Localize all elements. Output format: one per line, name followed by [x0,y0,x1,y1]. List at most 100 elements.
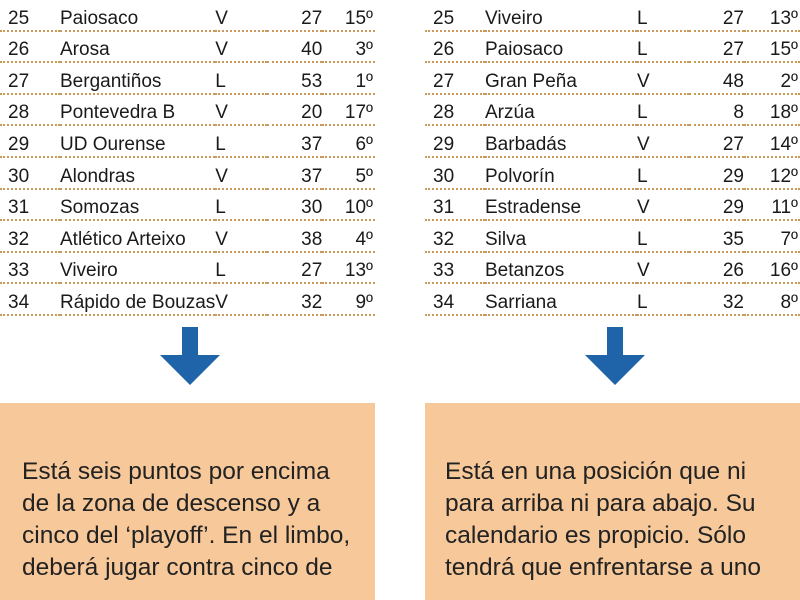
opponent-name: Barbadás [485,125,637,158]
venue-code: V [637,251,689,285]
venue-code: L [637,30,689,64]
right-schedule-panel: 25 Viveiro L 27 13º 26 Paiosaco L 27 15º 27 Gran Pe… [425,0,800,316]
note-line: de la zona de descenso y a [22,490,321,517]
note-line: deberá jugar contra cinco de [22,554,333,581]
round-number: 33 [0,251,60,285]
opponent-position: 16º [744,251,800,285]
opponent-position: 6º [322,125,375,158]
round-number: 28 [425,93,485,127]
opponent-points: 29 [689,188,744,222]
opponent-position: 10º [322,188,375,222]
round-number: 30 [0,156,60,190]
opponent-points: 30 [267,188,323,222]
opponent-position: 3º [322,30,375,64]
opponent-points: 48 [689,62,744,95]
opponent-position: 2º [744,62,800,95]
table-row: 30 Polvorín L 29 12º [425,156,800,190]
note-line: calendario es propicio. Sólo [445,522,746,549]
opponent-position: 4º [322,220,375,253]
venue-code: V [215,283,268,316]
table-row: 27 Bergantiños L 53 1º [0,62,375,95]
round-number: 32 [0,220,60,253]
round-number: 26 [425,30,485,64]
opponent-points: 37 [267,156,323,190]
venue-code: V [637,188,689,222]
opponent-points: 32 [689,283,744,316]
round-number: 29 [0,125,60,158]
opponent-points: 27 [267,0,323,32]
table-row: 34 Rápido de Bouzas V 32 9º [0,283,375,316]
opponent-position: 9º [322,283,375,316]
venue-code: L [637,220,689,253]
opponent-name: Estradense [485,188,637,222]
opponent-name: Polvorín [485,156,637,190]
venue-code: V [637,125,689,158]
table-row: 31 Somozas L 30 10º [0,188,375,222]
venue-code: V [637,62,689,95]
opponent-position: 12º [744,156,800,190]
table-row: 32 Silva L 35 7º [425,220,800,253]
table-row: 29 UD Ourense L 37 6º [0,125,375,158]
opponent-position: 15º [744,30,800,64]
note-line: Está seis puntos por encima [22,458,330,485]
venue-code: V [215,220,268,253]
opponent-position: 5º [322,156,375,190]
left-schedule-table: 25 Paiosaco V 27 15º 26 Arosa V 40 3º 27 Bergantiño… [0,0,375,316]
table-row: 32 Atlético Arteixo V 38 4º [0,220,375,253]
table-row: 30 Alondras V 37 5º [0,156,375,190]
opponent-position: 13º [744,0,800,32]
note-line: cinco del ‘playoff’. En el limbo, [22,522,351,549]
opponent-name: Bergantiños [60,62,216,95]
note-line: tendrá que enfrentarse a uno [445,554,762,581]
table-row: 28 Pontevedra B V 20 17º [0,93,375,127]
right-note-box: Está en una posición que ni para arriba … [425,403,800,600]
round-number: 32 [425,220,485,253]
opponent-name: Somozas [60,188,216,222]
table-row: 26 Paiosaco L 27 15º [425,30,800,64]
opponent-name: Rápido de Bouzas [60,283,216,316]
left-note-box: Está seis puntos por encima de la zona d… [0,403,375,600]
round-number: 34 [0,283,60,316]
note-line: para arriba ni para abajo. Su [445,490,756,517]
opponent-name: Arzúa [485,93,637,127]
opponent-position: 14º [744,125,800,158]
opponent-points: 35 [689,220,744,253]
venue-code: L [637,283,689,316]
round-number: 31 [0,188,60,222]
opponent-name: Paiosaco [60,0,216,32]
round-number: 34 [425,283,485,316]
venue-code: V [215,0,268,32]
arrow-down-icon [585,327,645,385]
venue-code: L [215,251,268,285]
opponent-position: 18º [744,93,800,127]
opponent-position: 17º [322,93,375,127]
round-number: 33 [425,251,485,285]
opponent-points: 32 [267,283,323,316]
round-number: 26 [0,30,60,64]
venue-code: L [215,62,268,95]
opponent-points: 29 [689,156,744,190]
venue-code: V [215,30,268,64]
table-row: 33 Betanzos V 26 16º [425,251,800,285]
opponent-points: 40 [267,30,323,64]
round-number: 29 [425,125,485,158]
opponent-name: Arosa [60,30,216,64]
round-number: 25 [425,0,485,32]
opponent-points: 8 [689,93,744,127]
opponent-name: Pontevedra B [60,93,216,127]
opponent-name: Viveiro [60,251,216,285]
table-row: 29 Barbadás V 27 14º [425,125,800,158]
opponent-points: 27 [689,0,744,32]
opponent-position: 8º [744,283,800,316]
opponent-name: Atlético Arteixo [60,220,216,253]
note-line: Está en una posición que ni [445,458,747,485]
opponent-name: Paiosaco [485,30,637,64]
round-number: 27 [0,62,60,95]
venue-code: L [215,125,268,158]
venue-code: V [215,156,268,190]
round-number: 30 [425,156,485,190]
venue-code: L [637,0,689,32]
opponent-points: 20 [267,93,323,127]
opponent-name: Betanzos [485,251,637,285]
round-number: 28 [0,93,60,127]
